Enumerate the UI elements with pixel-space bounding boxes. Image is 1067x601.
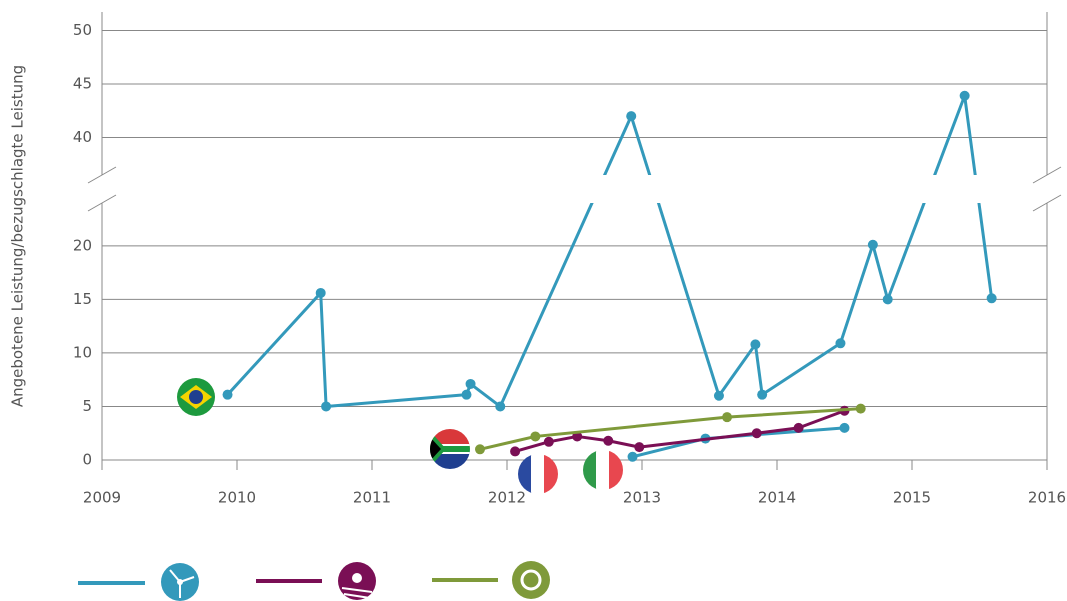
flag-brazil (177, 378, 215, 416)
x-tick-label: 2013 (623, 489, 661, 507)
legend (78, 561, 550, 601)
data-point (855, 403, 866, 414)
data-point (603, 435, 614, 446)
x-tick-label: 2012 (488, 489, 526, 507)
data-point (750, 339, 761, 350)
x-tick-label: 2011 (353, 489, 391, 507)
data-point (475, 444, 485, 455)
data-point (461, 389, 472, 400)
x-tick-label: 2016 (1028, 489, 1066, 507)
data-point (321, 401, 332, 412)
flag-france (518, 454, 558, 494)
data-point (867, 239, 878, 250)
x-tick-label: 2009 (83, 489, 121, 507)
data-point (839, 422, 850, 433)
data-point (751, 428, 762, 439)
plot-area: 0 5 10 15 20 40 45 50 2009 2010 2011 2012 2013 2014 20… (73, 12, 1067, 507)
data-point (722, 412, 733, 423)
data-point (315, 287, 326, 298)
y-tick-label: 0 (82, 451, 92, 469)
data-point (634, 442, 645, 453)
series-line (479, 407, 861, 451)
data-point (465, 378, 476, 389)
data-point (495, 401, 506, 412)
data-point (626, 111, 637, 122)
flag-italy (583, 450, 623, 490)
axis-break (82, 175, 1067, 203)
data-point (757, 389, 768, 400)
break-mark (1032, 194, 1062, 212)
break-mark (1032, 166, 1062, 184)
y-tick-label: 20 (73, 236, 92, 254)
data-point (510, 446, 521, 457)
data-point (530, 431, 541, 442)
data-point (882, 294, 893, 305)
series-line (632, 426, 845, 459)
data-point (835, 338, 846, 349)
y-tick-label: 50 (73, 21, 92, 39)
x-tick-label: 2010 (218, 489, 256, 507)
data-point (986, 293, 997, 304)
break-mark (87, 194, 117, 212)
flag-south-africa (430, 429, 470, 469)
data-point (713, 390, 724, 401)
y-tick-label: 15 (73, 290, 92, 308)
data-point (222, 389, 233, 400)
y-axis-label: Angebotene Leistung/bezugschlagte Leistu… (9, 65, 27, 407)
data-point (543, 436, 554, 447)
y-tick-label: 5 (82, 397, 92, 415)
data-point (959, 90, 970, 101)
y-tick-label: 40 (73, 128, 92, 146)
y-tick-label: 45 (73, 74, 92, 92)
y-tick-label: 10 (73, 343, 92, 361)
series-line (226, 94, 994, 408)
break-mark (87, 166, 117, 184)
x-tick-label: 2014 (758, 489, 796, 507)
data-point (627, 451, 638, 462)
data-point (793, 422, 804, 433)
x-tick-label: 2015 (893, 489, 931, 507)
